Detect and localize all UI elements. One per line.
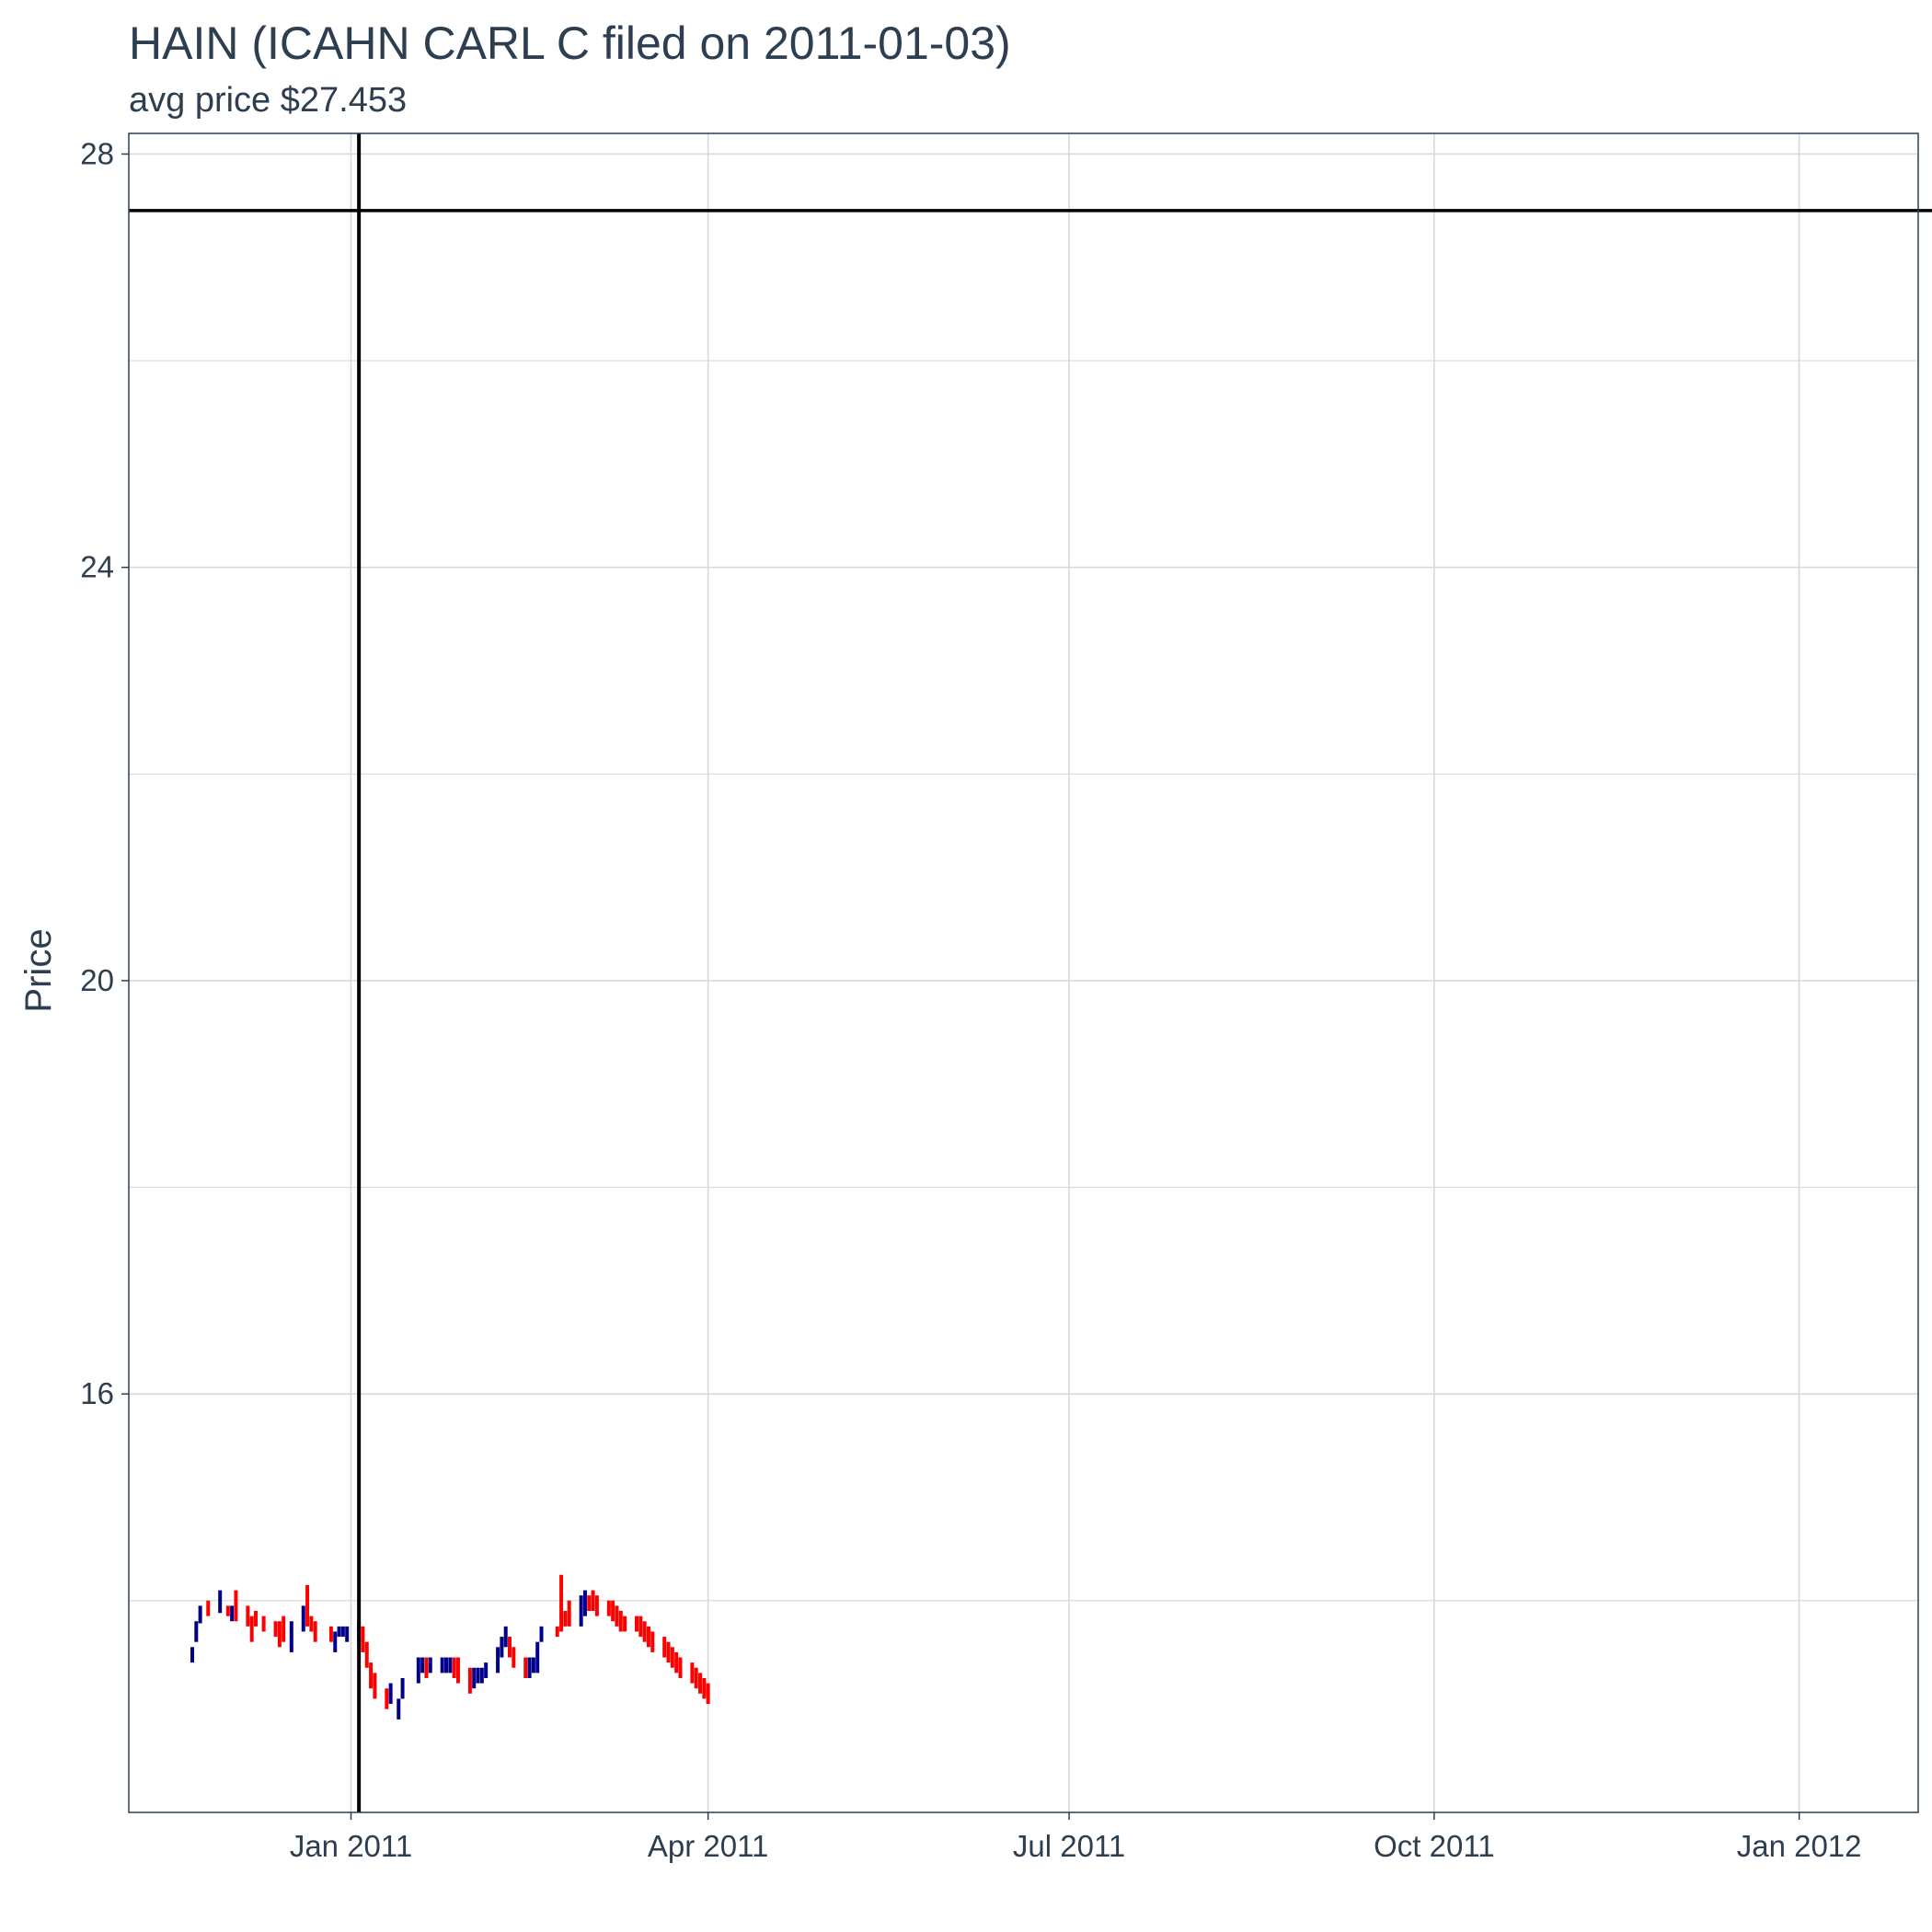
- y-tick-label: 28: [80, 136, 114, 170]
- y-axis-title: Price: [18, 928, 59, 1012]
- x-tick-label: Oct 2011: [1374, 1829, 1494, 1863]
- x-tick-label: Apr 2011: [648, 1829, 768, 1863]
- y-axis-ticks: 16 20 24 28: [80, 136, 129, 1410]
- x-axis-ticks: Jan 2011 Apr 2011 Jul 2011 Oct 2011 Jan 2012: [290, 1812, 1862, 1863]
- y-tick-label: 24: [80, 550, 114, 584]
- y-tick-label: 16: [80, 1376, 114, 1410]
- reference-lines: [129, 133, 1932, 1812]
- chart-subtitle: avg price $27.453: [129, 81, 408, 120]
- panel-border: [128, 132, 1919, 1813]
- chart-title: HAIN (ICAHN CARL C filed on 2011-01-03): [129, 17, 1011, 69]
- x-tick-label: Jan 2011: [290, 1829, 412, 1863]
- x-tick-label: Jul 2011: [1013, 1829, 1125, 1863]
- x-tick-label: Jan 2012: [1737, 1829, 1862, 1863]
- y-tick-label: 20: [80, 963, 114, 997]
- ohlc-bars: [190, 1574, 710, 1719]
- grid-lines: [129, 133, 1918, 1812]
